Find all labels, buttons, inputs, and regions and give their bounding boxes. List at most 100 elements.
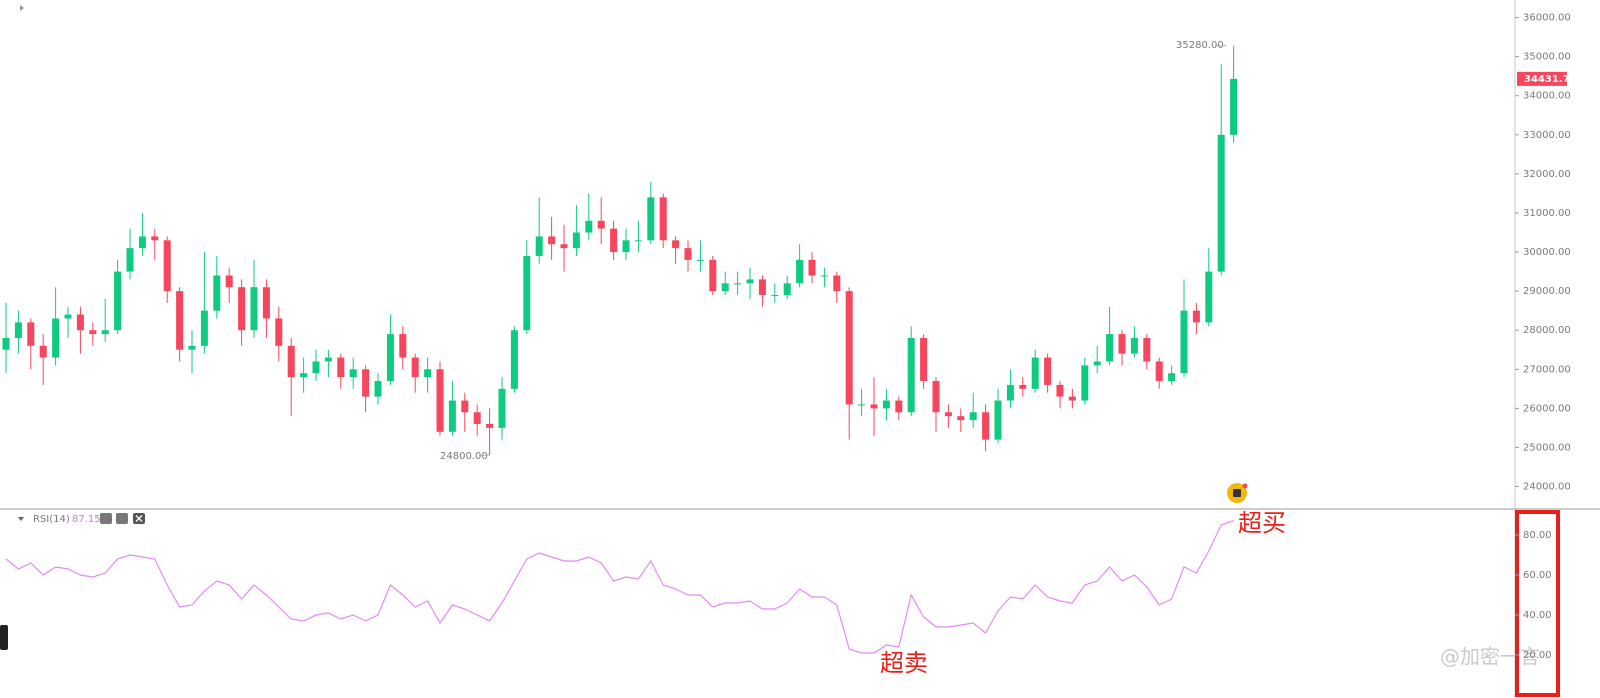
candle-body	[1230, 78, 1238, 135]
candle-body	[411, 357, 419, 378]
candle-body	[796, 259, 804, 284]
candle-body	[647, 197, 655, 241]
rsi-line	[5, 520, 1234, 654]
y-tick-label: 28000.00	[1523, 325, 1571, 336]
low-label: 24800.00	[440, 451, 488, 462]
candle-body	[510, 330, 518, 389]
candle-body	[610, 228, 618, 253]
candle-body	[684, 248, 692, 260]
candle-body	[39, 345, 47, 358]
candle-body	[1155, 361, 1163, 381]
side-tab[interactable]	[0, 625, 8, 650]
candle-body	[572, 232, 580, 249]
candle-body	[436, 369, 444, 432]
candle-body	[473, 412, 481, 424]
high-label: 35280.00	[1176, 40, 1224, 51]
highlight-box	[1515, 510, 1560, 697]
candle-body	[337, 357, 345, 378]
candle-body	[882, 400, 890, 409]
candle-body	[151, 236, 159, 241]
candle-body	[994, 400, 1002, 440]
candle-body	[758, 279, 766, 296]
candle-body	[2, 338, 10, 350]
rsi-name: RSI(14)	[33, 514, 70, 525]
candle-body	[1217, 134, 1225, 272]
overbought-note: 超买	[1238, 509, 1286, 537]
candle-body	[1130, 338, 1138, 354]
candle-body	[920, 338, 928, 381]
candle-body	[709, 259, 717, 292]
candle-body	[448, 400, 456, 432]
candle-body	[27, 322, 35, 346]
candle-body	[634, 240, 642, 242]
y-tick-label: 29000.00	[1523, 286, 1571, 297]
collapse-arrow[interactable]	[20, 5, 24, 11]
candle-body	[213, 275, 221, 311]
y-tick-label: 36000.00	[1523, 13, 1571, 24]
indicator-toggle[interactable]	[18, 517, 24, 521]
candle-body	[734, 283, 742, 285]
candle-body	[386, 334, 394, 381]
candle-body	[176, 291, 184, 350]
candle-body	[523, 255, 531, 331]
candle-body	[200, 310, 208, 346]
candle-body	[1180, 310, 1188, 374]
candle-body	[845, 291, 853, 405]
candle-body	[275, 318, 283, 346]
event-dot	[1242, 483, 1248, 489]
candle-body	[1019, 384, 1027, 389]
y-tick-label: 20.00	[1523, 650, 1552, 661]
y-tick-label: 35000.00	[1523, 52, 1571, 63]
candle-body	[1118, 334, 1126, 354]
candle-body	[944, 412, 952, 417]
candle-body	[14, 322, 22, 339]
candle-body	[1044, 357, 1052, 385]
candle-body	[399, 334, 407, 358]
candle-body	[833, 275, 841, 292]
candle-body	[312, 361, 320, 374]
candle-body	[188, 345, 196, 350]
eye-button[interactable]	[100, 513, 112, 524]
y-tick-label: 34000.00	[1523, 91, 1571, 102]
candle-body	[932, 381, 940, 413]
rsi-value: 87.15	[72, 514, 101, 525]
candle-body	[696, 259, 704, 261]
candle-body	[1106, 334, 1114, 362]
candle-body	[349, 369, 357, 378]
candle-body	[126, 248, 134, 272]
candle-body	[138, 236, 146, 249]
y-tick-label: 30000.00	[1523, 247, 1571, 258]
candle-body	[659, 197, 667, 241]
settings-button[interactable]	[116, 513, 128, 524]
candle-body	[535, 236, 543, 256]
candle-body	[672, 240, 680, 249]
candle-body	[225, 275, 233, 288]
candle-body	[114, 271, 122, 331]
candle-body	[721, 283, 729, 292]
candle-body	[548, 236, 556, 245]
y-tick-label: 60.00	[1523, 570, 1552, 581]
candle-body	[89, 330, 97, 335]
candle-body	[1056, 384, 1064, 397]
candle-body	[858, 404, 866, 406]
candle-body	[238, 287, 246, 331]
candle-body	[820, 275, 828, 277]
candle-body	[1205, 271, 1213, 323]
candle-body	[1143, 338, 1151, 362]
last-price-box	[1517, 71, 1567, 86]
oversold-note: 超卖	[880, 649, 928, 677]
candle-body	[287, 345, 295, 378]
candle-body	[1081, 365, 1089, 401]
candle-body	[957, 416, 965, 421]
candle-body	[1168, 373, 1176, 381]
candle-body	[746, 279, 754, 284]
candle-body	[597, 220, 605, 229]
watermark: @加密一言	[1440, 645, 1540, 669]
candle-body	[374, 381, 382, 397]
candle-body	[486, 423, 494, 428]
y-tick-label: 25000.00	[1523, 442, 1571, 453]
candle-body	[969, 412, 977, 421]
